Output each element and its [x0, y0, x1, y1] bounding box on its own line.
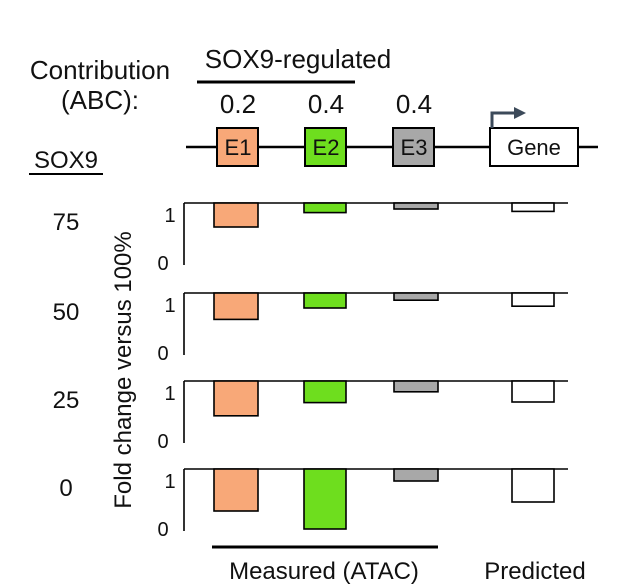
sox9-level-label: 25 [53, 387, 80, 414]
bar-gene [511, 380, 555, 403]
gene-box [489, 127, 579, 167]
bar-e1 [213, 202, 259, 228]
abc-value-e3: 0.4 [396, 89, 432, 119]
y-tick-label-0: 0 [157, 519, 168, 541]
enhancer-e2-label: E2 [313, 135, 340, 160]
tss-arrowhead-icon [514, 107, 526, 119]
bar-gene [511, 468, 555, 503]
y-tick-label-1: 1 [164, 295, 175, 317]
bar-e3 [393, 292, 439, 301]
y-axis-label: Fold change versus 100% [110, 231, 137, 509]
contribution-label: Contribution [30, 55, 170, 85]
enhancer-e1-box [216, 127, 259, 167]
bar-gene [511, 292, 555, 307]
bar-e1 [213, 468, 259, 512]
sox9-column-label: SOX9 [34, 147, 98, 174]
bar-e3 [393, 380, 439, 393]
y-tick-label-0: 0 [157, 431, 168, 453]
y-tick-label-0: 0 [157, 253, 168, 275]
sox9-level-label: 75 [53, 209, 80, 236]
bar-gene [511, 202, 555, 213]
predicted-label: Predicted [484, 558, 585, 585]
y-tick-label-1: 1 [164, 471, 175, 493]
sox9-level-label: 0 [59, 475, 72, 502]
enhancer-e3-label: E3 [401, 135, 428, 160]
bar-panels: 75 1 0 50 1 0 25 1 0 0 1 0 [53, 202, 568, 541]
bar-e2 [303, 202, 347, 214]
gene-label: Gene [507, 135, 561, 160]
contribution-abc-label: (ABC): [61, 85, 139, 115]
enhancer-e1-label: E1 [225, 135, 252, 160]
y-tick-label-0: 0 [157, 343, 168, 365]
enhancer-e3-box [392, 127, 435, 167]
bar-e3 [393, 468, 439, 482]
bar-e1 [213, 292, 259, 321]
y-tick-label-1: 1 [164, 205, 175, 227]
sox9-level-label: 50 [53, 299, 80, 326]
abc-value-e2: 0.4 [308, 89, 344, 119]
bar-e2 [303, 292, 347, 309]
bar-e2 [303, 468, 347, 530]
bar-e2 [303, 380, 347, 404]
bar-e3 [393, 202, 439, 210]
sox9-regulated-label: SOX9-regulated [205, 44, 391, 74]
tss-arrow-icon [490, 111, 515, 128]
y-tick-label-1: 1 [164, 383, 175, 405]
bar-e1 [213, 380, 259, 417]
measured-atac-label: Measured (ATAC) [229, 558, 419, 585]
enhancer-e2-box [304, 127, 347, 167]
abc-value-e1: 0.2 [220, 89, 256, 119]
